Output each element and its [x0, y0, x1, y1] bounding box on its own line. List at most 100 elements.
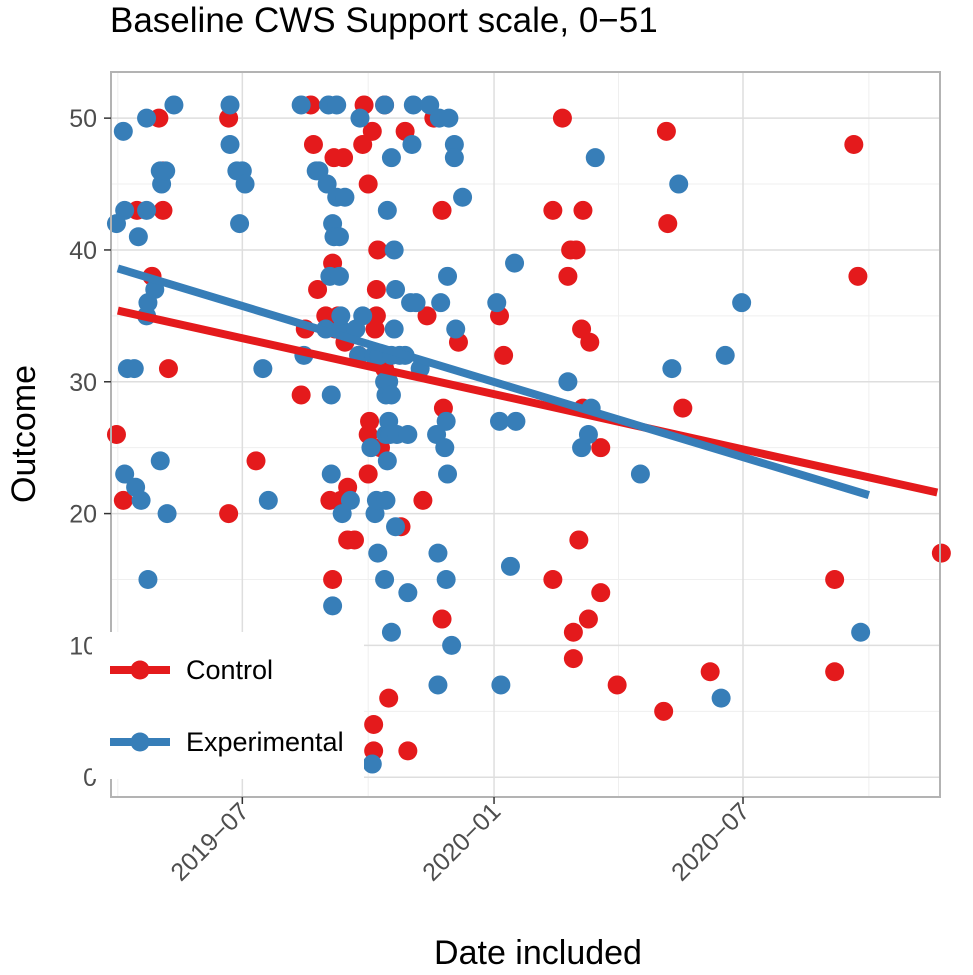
point-experimental	[490, 411, 510, 431]
point-experimental	[137, 200, 157, 220]
point-control	[573, 200, 593, 220]
point-experimental	[156, 161, 176, 181]
point-control	[931, 543, 951, 563]
y-tick-label: 50	[69, 105, 97, 133]
point-experimental	[384, 240, 404, 260]
point-experimental	[253, 359, 273, 379]
point-experimental	[376, 490, 396, 510]
point-experimental	[436, 411, 456, 431]
legend-marker-control	[130, 660, 150, 680]
point-control	[566, 240, 586, 260]
y-tick-label: 20	[69, 501, 97, 529]
point-control	[334, 148, 354, 168]
point-control	[362, 121, 382, 141]
point-control	[417, 306, 437, 326]
point-control	[113, 490, 133, 510]
point-experimental	[361, 438, 381, 458]
point-experimental	[444, 148, 464, 168]
point-experimental	[381, 385, 401, 405]
point-experimental	[317, 174, 337, 194]
point-control	[106, 425, 126, 444]
legend: Control Experimental	[92, 632, 364, 779]
point-control	[591, 583, 611, 603]
legend-label-control: Control	[186, 655, 273, 685]
point-control	[432, 200, 452, 220]
point-experimental	[453, 187, 473, 207]
point-experimental	[420, 95, 440, 115]
point-control	[219, 504, 239, 524]
point-experimental	[230, 214, 250, 234]
legend-marker-experimental	[130, 732, 150, 752]
point-experimental	[403, 95, 423, 115]
point-experimental	[398, 425, 418, 444]
point-experimental	[327, 95, 347, 115]
point-experimental	[353, 306, 373, 326]
point-control	[658, 214, 678, 234]
point-experimental	[291, 95, 311, 115]
point-experimental	[578, 425, 598, 444]
point-control	[558, 266, 578, 286]
plot-border	[110, 71, 941, 798]
point-experimental	[335, 187, 355, 207]
point-experimental	[115, 464, 135, 484]
y-tick-label: 40	[69, 237, 97, 265]
point-control	[364, 715, 384, 734]
point-experimental	[137, 108, 157, 128]
point-experimental	[558, 372, 578, 392]
point-control	[563, 622, 583, 642]
point-control	[591, 438, 611, 458]
point-experimental	[442, 635, 462, 655]
point-control	[291, 385, 311, 405]
point-experimental	[491, 675, 511, 695]
point-control	[368, 240, 388, 260]
point-control	[654, 701, 674, 721]
point-experimental	[439, 108, 459, 128]
point-experimental	[438, 464, 458, 484]
point-experimental	[630, 464, 650, 484]
point-control	[543, 570, 563, 589]
point-experimental	[157, 504, 177, 524]
point-experimental	[435, 438, 455, 458]
point-control	[353, 135, 373, 154]
point-experimental	[428, 543, 448, 563]
point-experimental	[438, 266, 458, 286]
point-experimental	[851, 622, 871, 642]
point-experimental	[436, 570, 456, 589]
point-experimental	[362, 754, 382, 774]
point-control	[153, 200, 173, 220]
trendline-control	[116, 306, 939, 497]
point-experimental	[487, 293, 507, 313]
point-control	[303, 135, 323, 154]
point-experimental	[444, 135, 464, 154]
point-experimental	[331, 306, 351, 326]
point-experimental	[406, 293, 426, 313]
point-control	[569, 530, 589, 550]
point-experimental	[235, 174, 255, 194]
point-experimental	[220, 95, 240, 115]
point-experimental	[258, 490, 278, 510]
point-experimental	[115, 200, 135, 220]
point-control	[563, 649, 583, 669]
point-experimental	[340, 490, 360, 510]
point-experimental	[321, 385, 341, 405]
point-control	[360, 411, 380, 431]
point-control	[673, 398, 693, 418]
point-experimental	[138, 570, 158, 589]
point-experimental	[150, 451, 170, 471]
point-control	[848, 266, 868, 286]
point-control	[700, 662, 720, 682]
point-control	[398, 741, 418, 761]
point-control	[432, 609, 452, 629]
point-experimental	[368, 543, 388, 563]
point-experimental	[323, 596, 343, 616]
point-control	[825, 662, 845, 682]
point-control	[607, 675, 627, 695]
point-experimental	[220, 135, 240, 154]
point-control	[413, 490, 433, 510]
point-control	[656, 121, 676, 141]
point-experimental	[662, 359, 682, 379]
point-control	[345, 530, 365, 550]
x-axis-ticks: 2019−07 2020−01 2020−07	[165, 797, 755, 887]
